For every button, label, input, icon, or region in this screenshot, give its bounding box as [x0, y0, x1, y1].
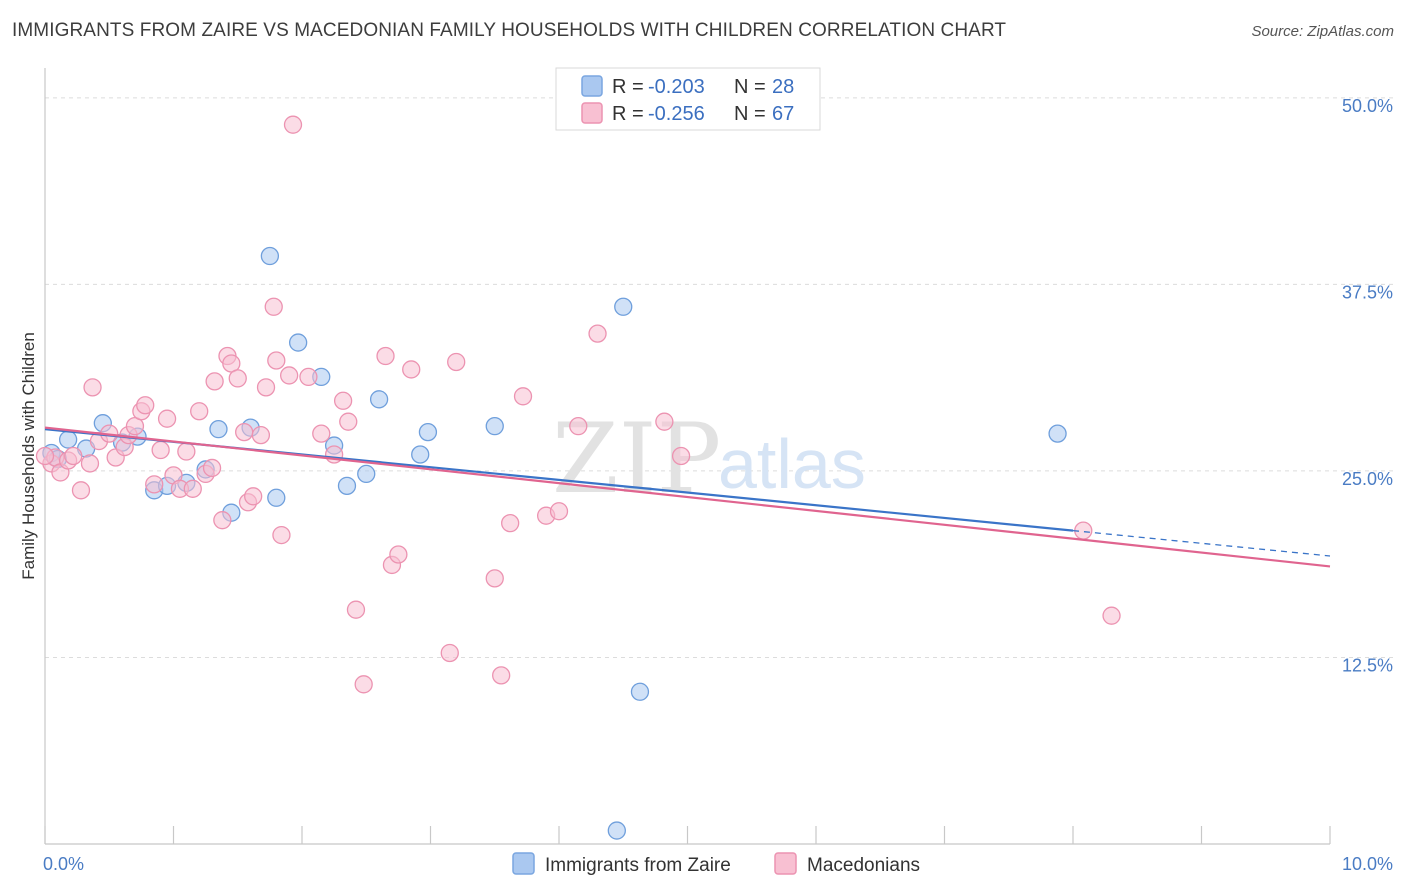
zaire-point: [337, 476, 357, 495]
zaire-point: [357, 464, 376, 484]
macedonians-point: [35, 446, 55, 466]
macedonians-point: [244, 487, 263, 506]
macedonians-point: [376, 346, 395, 366]
correlation-legend: R = -0.203 N = 28 R = -0.256 N = 67: [555, 67, 821, 131]
legend-n-label-macedonians: N =: [734, 103, 766, 125]
y-axis-title: Family Households with Children: [19, 332, 38, 580]
chart-source: Source: ZipAtlas.com: [1251, 23, 1394, 40]
macedonians-point: [202, 458, 222, 478]
zaire-point: [267, 488, 286, 507]
zaire-point: [260, 246, 280, 266]
zaire-point: [369, 390, 389, 409]
macedonians-point: [251, 425, 271, 445]
series-legend-label-macedonians: Macedonians: [807, 855, 920, 876]
macedonians-point: [501, 514, 520, 533]
macedonians-point: [312, 424, 331, 443]
macedonians-point: [213, 511, 232, 530]
watermark: ZIP atlas: [552, 403, 866, 515]
y-tick-label: 12.5%: [1342, 655, 1393, 675]
legend-swatch-zaire: [581, 75, 603, 97]
macedonians-point: [1102, 606, 1121, 625]
macedonians-point: [136, 396, 155, 415]
grid-lines: [45, 97, 1394, 658]
legend-n-value-zaire: 28: [772, 76, 794, 98]
macedonians-point: [264, 297, 283, 316]
x-tick-label: 10.0%: [1342, 854, 1393, 874]
x-tick-labels: 0.0% 10.0%: [43, 854, 1393, 874]
macedonians-point: [402, 360, 421, 379]
macedonians-point: [183, 479, 202, 498]
legend-swatch-macedonians: [581, 102, 603, 124]
zaire-point: [58, 430, 78, 449]
macedonians-point: [354, 675, 373, 694]
zaire-point: [209, 419, 228, 439]
macedonians-point: [151, 440, 170, 460]
macedonians-point: [513, 387, 533, 406]
macedonians-point: [671, 446, 691, 466]
macedonians-point: [346, 600, 366, 619]
y-tick-label: 50.0%: [1342, 96, 1393, 116]
legend-n-value-macedonians: 67: [772, 103, 794, 125]
macedonians-point: [283, 115, 303, 134]
zaire-point: [614, 297, 633, 316]
macedonians-point: [569, 417, 588, 436]
macedonians-point: [492, 666, 511, 685]
series-legend-swatch-zaire: [512, 852, 535, 875]
series-legend-swatch-macedonians: [774, 852, 797, 875]
y-tick-labels: 12.5% 25.0% 37.5% 50.0%: [1342, 96, 1393, 676]
legend-r-label-macedonians: R =: [612, 103, 644, 125]
macedonians-point: [80, 454, 100, 473]
macedonians-point: [588, 324, 607, 343]
macedonians-point: [549, 502, 569, 521]
macedonians-point: [228, 369, 247, 388]
series-legend: Immigrants from Zaire Macedonians: [512, 852, 920, 876]
watermark-atlas: atlas: [718, 425, 866, 503]
macedonians-point: [267, 351, 286, 370]
macedonians-point: [272, 525, 291, 545]
zaire-point: [630, 682, 650, 701]
macedonians-point: [485, 569, 504, 588]
macedonians-point: [299, 367, 318, 387]
legend-n-label-zaire: N =: [734, 76, 766, 98]
series-legend-label-zaire: Immigrants from Zaire: [545, 855, 731, 876]
macedonians-point: [190, 402, 209, 421]
legend-r-value-zaire: -0.203: [648, 76, 705, 98]
macedonians-point: [157, 409, 177, 428]
macedonians-point: [333, 391, 353, 410]
macedonians-point: [447, 352, 466, 372]
zaire-point: [288, 333, 308, 352]
zaire-point: [418, 422, 438, 442]
macedonians-point: [440, 643, 459, 663]
legend-r-label-zaire: R =: [612, 76, 644, 98]
macedonians-point: [64, 446, 83, 466]
macedonians-point: [256, 378, 276, 397]
macedonians-point: [71, 481, 91, 500]
macedonians-point: [205, 372, 224, 391]
legend-r-value-macedonians: -0.256: [648, 103, 705, 125]
trend-lines: [44, 426, 1331, 568]
macedonians-trend-line: [44, 426, 1331, 568]
y-tick-label: 37.5%: [1342, 282, 1393, 302]
zaire-point: [1048, 424, 1067, 443]
chart-title: IMMIGRANTS FROM ZAIRE VS MACEDONIAN FAMI…: [12, 20, 1007, 41]
macedonians-point: [177, 442, 196, 461]
macedonians-point: [389, 545, 408, 564]
macedonians-point: [235, 422, 254, 442]
zaire-point: [485, 417, 504, 436]
macedonians-point: [279, 366, 299, 385]
macedonians-point: [655, 412, 674, 431]
macedonians-point: [339, 412, 358, 431]
zaire-point: [607, 821, 626, 840]
macedonians-point: [83, 378, 102, 397]
zaire-point: [411, 445, 430, 464]
y-tick-label: 25.0%: [1342, 469, 1393, 489]
x-tick-label: 0.0%: [43, 854, 84, 874]
macedonians-point: [145, 475, 164, 494]
